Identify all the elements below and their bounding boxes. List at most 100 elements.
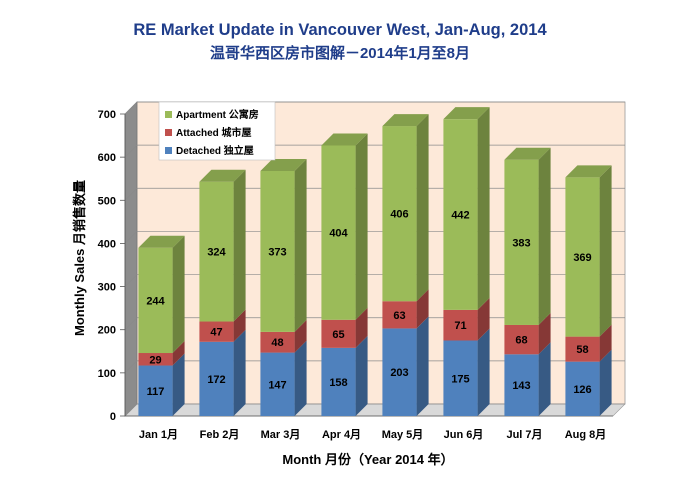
y-tick-label: 300 <box>98 282 116 294</box>
y-tick-label: 600 <box>98 152 116 164</box>
data-label: 126 <box>573 384 591 396</box>
bar-side <box>538 342 551 416</box>
bar-side <box>355 335 368 416</box>
legend-label: Attached 城市屋 <box>176 126 252 139</box>
x-tick-label: Feb 2月 <box>200 428 240 441</box>
bar-stack: 126 58 369 <box>565 165 612 416</box>
bar-side <box>477 107 490 310</box>
bar-side <box>294 319 307 353</box>
y-tick-label: 400 <box>98 238 116 250</box>
data-label: 172 <box>207 374 225 386</box>
bar-top <box>321 133 368 146</box>
data-label: 324 <box>207 247 226 259</box>
bar-side <box>355 307 368 348</box>
bar-side <box>599 324 612 362</box>
side-wall <box>124 101 138 417</box>
y-axis-label: Monthly Sales 月销售数量 <box>72 180 87 336</box>
x-tick-label: Apr 4月 <box>322 428 361 441</box>
bar-side <box>599 349 612 416</box>
x-tick-label: Mar 3月 <box>261 428 301 441</box>
data-label: 65 <box>332 329 344 341</box>
legend-label: Detached 独立屋 <box>176 144 254 157</box>
legend-swatch <box>165 129 172 136</box>
bar-segment <box>199 321 234 342</box>
x-tick-label: Jan 1月 <box>139 428 178 441</box>
bar-segment <box>382 328 417 416</box>
data-label: 373 <box>268 246 286 258</box>
bar-side <box>294 340 307 416</box>
data-label: 68 <box>515 335 527 347</box>
bar-segment <box>382 301 417 329</box>
bar-side <box>172 341 185 366</box>
data-label: 47 <box>210 327 222 339</box>
bar-segment <box>443 309 478 341</box>
bar-segment <box>504 159 539 325</box>
bar-stack: 117 29 244 <box>138 235 185 416</box>
bar-top <box>138 235 185 248</box>
bar-stack: 143 68 383 <box>504 147 551 416</box>
x-tick-label: Aug 8月 <box>565 428 607 441</box>
data-label: 244 <box>146 295 165 307</box>
gridline <box>124 101 625 115</box>
data-label: 117 <box>147 386 165 398</box>
bar-segment <box>199 341 234 416</box>
data-label: 442 <box>451 210 469 222</box>
bar-side <box>172 353 185 416</box>
bar-side <box>233 169 246 322</box>
bar-segment <box>504 354 539 416</box>
chart-title: RE Market Update in Vancouver West, Jan-… <box>133 21 547 39</box>
data-label: 63 <box>393 310 405 322</box>
data-label: 143 <box>512 380 530 392</box>
bar-top <box>565 165 612 178</box>
bar-segment <box>138 353 173 366</box>
bar-segment <box>565 336 600 362</box>
bar-side <box>172 235 185 354</box>
bar-side <box>233 329 246 416</box>
bar-segment <box>199 181 234 322</box>
x-tick-label: May 5月 <box>382 428 424 441</box>
y-tick-label: 200 <box>98 325 116 337</box>
bar-segment <box>321 347 356 416</box>
bar-side <box>416 289 429 329</box>
bar-segment <box>443 340 478 416</box>
bar-segment <box>260 170 295 332</box>
bar-side <box>294 158 307 332</box>
legend-box <box>158 101 276 161</box>
bar-stack: 147 48 373 <box>260 158 307 416</box>
bar-segment <box>565 361 600 416</box>
bar-side <box>538 312 551 355</box>
bar-top <box>382 114 429 127</box>
bar-segment <box>260 331 295 353</box>
data-label: 158 <box>329 377 347 389</box>
data-label: 203 <box>390 367 408 379</box>
bar-side <box>538 147 551 325</box>
bar-stack: 175 71 442 <box>443 107 490 416</box>
data-label: 404 <box>329 228 348 240</box>
chart-subtitle: 温哥华西区房市图解－2014年1月至8月 <box>210 44 470 62</box>
bar-side <box>477 297 490 341</box>
data-label: 175 <box>451 373 469 385</box>
x-axis-label: Month 月份（Year 2014 年） <box>282 452 453 467</box>
bar-segment <box>260 352 295 416</box>
bar-side <box>355 133 368 320</box>
legend-label: Apartment 公寓房 <box>176 108 259 121</box>
bar-stack: 158 65 404 <box>321 133 368 416</box>
x-tick-label: Jul 7月 <box>506 428 542 441</box>
y-tick-label: 700 <box>98 109 116 121</box>
y-tick-label: 500 <box>98 195 116 207</box>
legend: Apartment 公寓房 Attached 城市屋 Detached 独立屋 <box>158 101 276 161</box>
bar-segment <box>443 119 478 310</box>
bar-segment <box>382 126 417 302</box>
data-label: 71 <box>454 320 466 332</box>
bars: 117 29 244 172 47 324 147 48 373 158 65 404 203 63 406… <box>138 107 612 416</box>
bar-segment <box>565 177 600 337</box>
bar-top <box>260 158 307 171</box>
bar-top <box>504 147 551 160</box>
data-label: 147 <box>268 379 286 391</box>
bar-side <box>416 316 429 416</box>
bar-side <box>477 328 490 416</box>
bar-stack: 203 63 406 <box>382 114 429 416</box>
bar-side <box>233 309 246 342</box>
